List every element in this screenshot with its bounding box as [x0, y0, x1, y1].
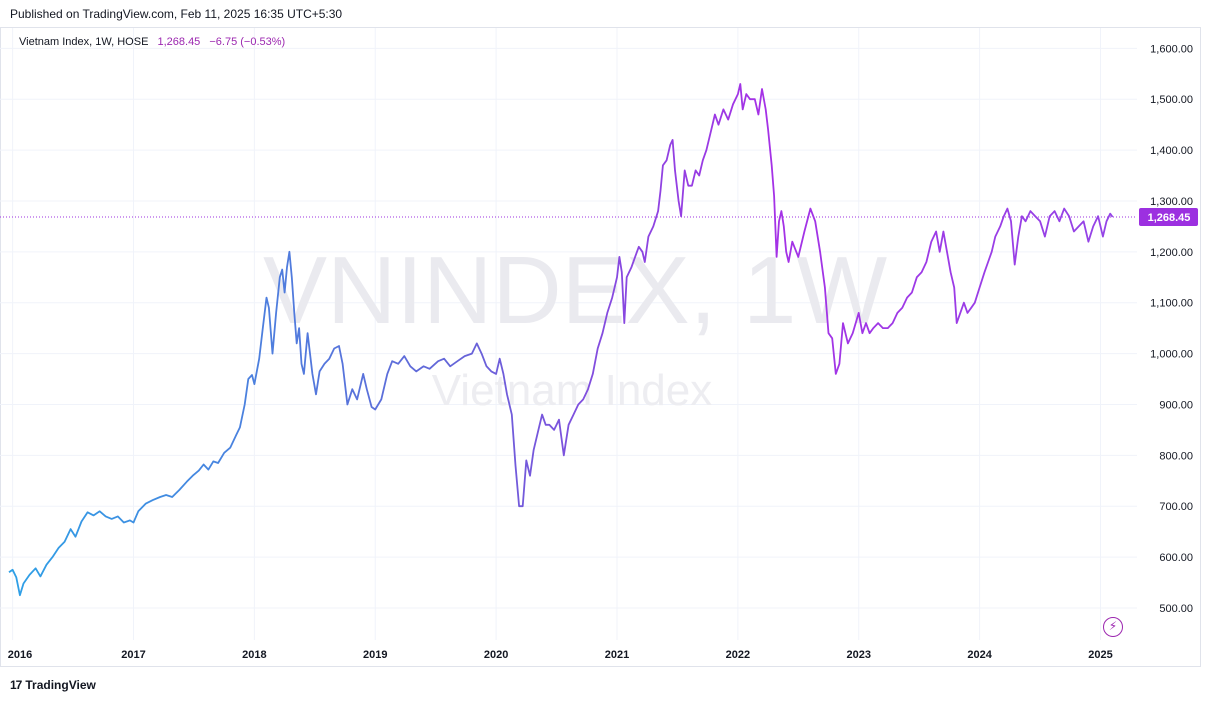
x-tick-label: 2020	[484, 649, 508, 661]
legend-last-value: 1,268.45	[157, 36, 201, 48]
x-axis: 2016 2017 2018 2019 2020 2021 2022 2023 2024 2025	[8, 649, 1113, 661]
published-info: Published on TradingView.com, Feb 11, 20…	[10, 7, 343, 21]
y-axis: 500.00 600.00 700.00 800.00 900.00 1,000.00 1,…	[1150, 43, 1193, 615]
y-tick-label: 800.00	[1159, 450, 1193, 462]
series-line[interactable]	[8, 83, 1114, 597]
x-tick-label: 2016	[8, 649, 32, 661]
lightning-icon[interactable]: ⚡	[1103, 617, 1123, 637]
y-tick-label: 900.00	[1159, 399, 1193, 411]
x-tick-label: 2019	[363, 649, 387, 661]
tradingview-brand-label: TradingView	[25, 678, 96, 692]
x-tick-label: 2021	[605, 649, 629, 661]
watermark-description: Vietnam Index	[432, 366, 712, 415]
y-tick-label: 1,500.00	[1150, 94, 1193, 106]
grid-lines	[0, 28, 1137, 640]
last-price-tag[interactable]: 1,268.45	[1139, 208, 1198, 227]
x-tick-label: 2025	[1088, 649, 1112, 661]
tradingview-icon: 17	[10, 678, 22, 692]
x-tick-label: 2017	[121, 649, 145, 661]
tradingview-logo[interactable]: 17 TradingView	[10, 678, 96, 692]
x-tick-label: 2022	[726, 649, 750, 661]
watermark-symbol: VNINDEX, 1W	[263, 237, 887, 344]
y-tick-label: 700.00	[1159, 501, 1193, 513]
x-tick-label: 2024	[967, 649, 992, 661]
chart-frame[interactable]	[0, 27, 1201, 667]
y-tick-label: 1,600.00	[1150, 43, 1193, 55]
y-tick-label: 1,400.00	[1150, 145, 1193, 157]
legend-symbol-name: Vietnam Index, 1W, HOSE	[19, 36, 149, 48]
y-tick-label: 1,200.00	[1150, 247, 1193, 259]
last-price-label: 1,268.45	[1148, 212, 1191, 224]
x-tick-label: 2023	[847, 649, 871, 661]
watermark: VNINDEX, 1W Vietnam Index	[263, 237, 887, 415]
y-tick-label: 500.00	[1159, 603, 1193, 615]
x-tick-label: 2018	[242, 649, 266, 661]
y-tick-label: 1,300.00	[1150, 196, 1193, 208]
y-tick-label: 1,100.00	[1150, 298, 1193, 310]
y-tick-label: 600.00	[1159, 552, 1193, 564]
symbol-legend[interactable]: Vietnam Index, 1W, HOSE 1,268.45 −6.75 (…	[19, 36, 285, 48]
legend-change: −6.75 (−0.53%)	[209, 36, 286, 48]
y-tick-label: 1,000.00	[1150, 349, 1193, 361]
